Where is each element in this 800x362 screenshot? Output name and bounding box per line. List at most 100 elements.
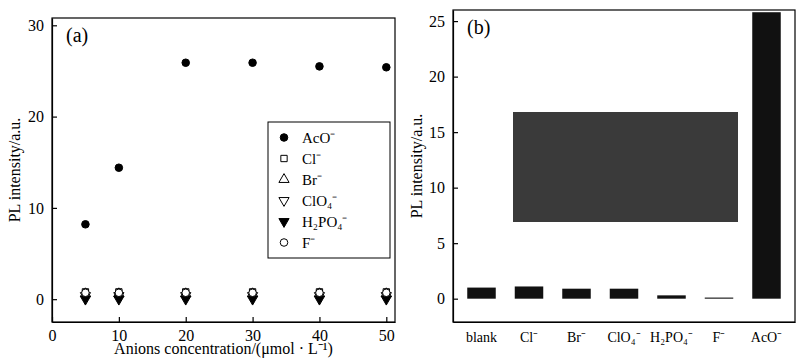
legend-label: AcO⁻ xyxy=(302,130,335,146)
legend-label: Br⁻ xyxy=(302,172,322,188)
tick-mark xyxy=(453,132,458,133)
bar xyxy=(467,288,496,299)
tick-label: F⁻ xyxy=(713,330,726,345)
tick-label: 0 xyxy=(49,327,57,344)
tick: Br⁻ xyxy=(567,322,586,345)
bar xyxy=(657,295,686,298)
legend-symbol xyxy=(281,155,287,161)
tick: AcO⁻ xyxy=(751,322,782,345)
legend: AcO⁻ Cl⁻ Br⁻ ClO₄⁻ H₂PO₄⁻ F⁻ xyxy=(268,122,390,258)
panel-label: (b) xyxy=(467,16,490,39)
point xyxy=(383,289,391,297)
tick-label: 20 xyxy=(429,68,445,85)
tick-label: 15 xyxy=(429,124,445,141)
tick-mark xyxy=(52,299,57,300)
tick: blank xyxy=(466,322,497,345)
point xyxy=(115,164,123,172)
panel: 0 5 10 15 20 25 PL intensity/a.u. (b) blank Cl⁻ Br… xyxy=(408,10,796,345)
tick-label: AcO⁻ xyxy=(751,330,782,345)
tick-mark xyxy=(52,317,53,322)
axis-line xyxy=(453,11,454,323)
tick-label: 5 xyxy=(437,235,445,252)
axis-line xyxy=(53,322,396,323)
legend-symbol xyxy=(279,219,289,228)
legend-label: ClO₄⁻ xyxy=(302,193,337,209)
point xyxy=(82,221,90,229)
tick-mark xyxy=(186,317,187,322)
tick-mark xyxy=(52,208,57,209)
tick-mark xyxy=(453,188,458,189)
tick-label: 10 xyxy=(429,179,445,196)
figure: 0102030PL intensity/a.u.(a)01020304050An… xyxy=(0,0,800,362)
plot-area xyxy=(467,12,781,298)
point xyxy=(314,296,324,305)
legend-label: F⁻ xyxy=(302,235,315,251)
tick-label: Cl⁻ xyxy=(520,330,538,345)
point xyxy=(114,296,124,305)
tick-mark xyxy=(52,116,57,117)
legend-symbol xyxy=(279,198,289,207)
tick: 15 xyxy=(429,124,458,141)
tick: F⁻ xyxy=(713,322,726,345)
tick: 30 xyxy=(28,17,57,34)
tick: 20 xyxy=(28,108,57,125)
point xyxy=(182,289,190,297)
point xyxy=(115,289,123,297)
tick-mark xyxy=(319,317,320,322)
tick-mark xyxy=(386,317,387,322)
tick-label: 0 xyxy=(437,290,445,307)
inset-photo xyxy=(513,112,738,222)
point xyxy=(181,296,191,305)
tick-label: blank xyxy=(466,330,497,345)
tick-mark xyxy=(252,317,253,322)
axis: 0 10 20 30 xyxy=(28,17,57,323)
x-axis-title: Anions concentration/(μmol · L⁻¹) xyxy=(114,340,333,358)
point xyxy=(249,289,257,297)
point xyxy=(82,289,90,297)
tick: 20 xyxy=(429,68,458,85)
y-axis-title: PL intensity/a.u. xyxy=(6,118,24,223)
tick: 25 xyxy=(429,13,458,30)
tick-label: 30 xyxy=(28,17,44,34)
plot-frame xyxy=(52,18,395,322)
tick-mark xyxy=(453,243,458,244)
bar xyxy=(610,289,639,299)
plot-frame xyxy=(453,10,795,322)
plot-area xyxy=(80,59,391,305)
legend-label: Cl⁻ xyxy=(302,151,321,167)
tick-label: 50 xyxy=(379,327,395,344)
axis: 0 5 10 15 20 25 xyxy=(429,11,458,323)
y-axis-title: PL intensity/a.u. xyxy=(408,114,426,219)
bar xyxy=(515,286,544,298)
tick: Cl⁻ xyxy=(520,322,538,345)
legend-label: H₂PO₄⁻ xyxy=(302,214,347,230)
tick: 0 xyxy=(49,317,57,344)
legend-symbol xyxy=(280,239,288,247)
tick: H₂PO₄⁻ xyxy=(650,322,693,345)
point xyxy=(249,59,257,67)
tick: 5 xyxy=(437,235,458,252)
tick: ClO₄⁻ xyxy=(607,322,640,345)
point xyxy=(316,289,324,297)
point xyxy=(182,59,190,67)
panel-label: (a) xyxy=(66,24,88,47)
bar xyxy=(752,12,781,298)
panel: 0102030PL intensity/a.u.(a)01020304050An… xyxy=(6,17,396,358)
tick: 0 xyxy=(437,290,458,307)
point xyxy=(383,64,391,72)
tick-label: Br⁻ xyxy=(567,330,586,345)
tick-label: 20 xyxy=(28,108,44,125)
bar xyxy=(562,289,591,299)
tick: 10 xyxy=(28,200,57,217)
tick-mark xyxy=(453,77,458,78)
tick: 10 xyxy=(429,179,458,196)
point xyxy=(381,296,391,305)
tick: 0 xyxy=(36,291,57,308)
tick-label: ClO₄⁻ xyxy=(607,330,640,345)
legend-symbol xyxy=(280,134,288,142)
tick-label: H₂PO₄⁻ xyxy=(650,330,693,345)
bar xyxy=(705,298,734,299)
tick-mark xyxy=(119,317,120,322)
tick-mark xyxy=(52,25,57,26)
axis-line xyxy=(52,19,53,323)
